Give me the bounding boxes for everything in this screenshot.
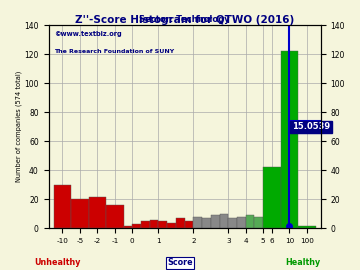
Bar (185, 221, 193, 228)
Bar (246, 215, 255, 228)
Bar (281, 51, 298, 228)
Bar (220, 214, 228, 228)
Bar (193, 217, 202, 228)
Bar (106, 205, 123, 228)
Bar (71, 200, 89, 228)
Text: Unhealthy: Unhealthy (34, 258, 81, 267)
Bar (237, 217, 246, 228)
Bar (255, 217, 263, 228)
Bar (141, 221, 150, 228)
Bar (89, 197, 106, 228)
Bar (150, 220, 158, 228)
Bar (123, 225, 132, 228)
Bar (211, 215, 220, 228)
Bar (158, 221, 167, 228)
Bar (263, 167, 281, 228)
Text: 15.0539: 15.0539 (292, 122, 330, 131)
Bar (228, 218, 237, 228)
Bar (167, 223, 176, 228)
Text: Healthy: Healthy (285, 258, 320, 267)
Title: Z''-Score Histogram for QTWO (2016): Z''-Score Histogram for QTWO (2016) (75, 15, 294, 25)
Text: The Research Foundation of SUNY: The Research Foundation of SUNY (54, 49, 174, 55)
Y-axis label: Number of companies (574 total): Number of companies (574 total) (15, 71, 22, 183)
Text: Sector: Technology: Sector: Technology (139, 15, 230, 24)
Text: Score: Score (167, 258, 193, 267)
Bar (132, 224, 141, 228)
Text: ©www.textbiz.org: ©www.textbiz.org (54, 31, 122, 37)
Bar (298, 225, 316, 228)
Bar (54, 185, 71, 228)
Bar (202, 218, 211, 228)
Bar (176, 218, 185, 228)
